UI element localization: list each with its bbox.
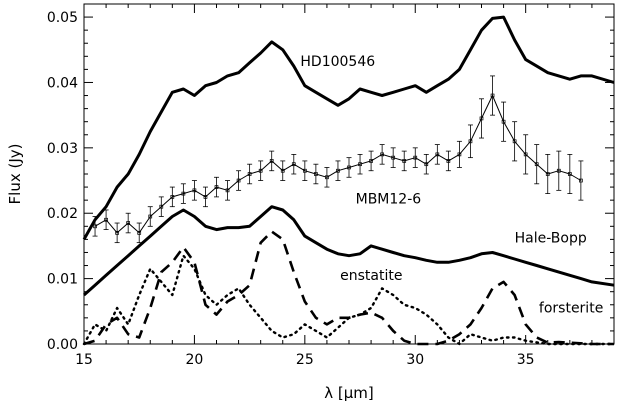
data-point [534,162,539,167]
data-point [424,162,429,167]
series-label: forsterite [539,301,603,317]
series-line-enstatite [82,254,616,346]
y-tick-label: 0.03 [47,141,78,157]
labels-layer: HD100546 MBM12-6 Hale-Bopp enstatite forster… [300,54,603,317]
y-tick-label: 0.04 [47,75,78,91]
data-point [523,152,528,157]
series-line-hale-bopp [83,205,615,297]
data-point [579,178,583,183]
data-point [247,172,252,176]
y-tick-label: 0.01 [47,272,78,288]
data-point [413,155,418,160]
y-tick-label: 0.02 [47,206,78,222]
data-point [457,152,462,157]
data-point [369,159,373,163]
data-point [148,214,153,219]
x-tick-label: 15 [75,352,93,368]
series-layer [82,15,616,346]
data-point [192,188,197,193]
data-point [159,204,164,209]
x-tick-label: 20 [186,352,204,368]
series-label: Hale-Bopp [515,231,587,247]
data-point [380,152,384,157]
data-point [358,162,362,167]
data-point [567,172,572,176]
series-label: MBM12-6 [356,191,422,207]
x-tick-label: 25 [296,352,314,368]
data-point [214,185,219,189]
data-point [347,165,351,170]
data-point [402,159,407,163]
data-point [137,230,142,235]
data-point [468,139,473,144]
data-point [325,175,329,180]
series-label: enstatite [340,268,402,284]
data-point [236,178,241,183]
data-point [490,93,495,98]
axes-layer: 15 20 25 30 35 0.00 0.01 0.02 0.03 0.04 0.05 λ [μm]… [6,3,615,402]
y-tick-label: 0.05 [47,10,78,26]
data-point [126,221,131,225]
data-point [302,168,307,173]
x-axis-title: λ [μm] [324,384,374,402]
data-point [93,224,97,229]
data-point [258,168,263,173]
data-point [115,230,119,235]
x-tick-label: 30 [406,352,424,368]
data-point [501,119,506,124]
series-line-hd100546 [82,15,615,241]
data-point [225,188,230,193]
data-point [104,217,108,222]
data-point [479,116,484,121]
x-tick-label: 35 [517,352,535,368]
series-line-forsterite [83,230,614,346]
data-point [336,168,340,173]
data-point [512,139,517,144]
series-label: HD100546 [300,54,375,70]
data-point [203,195,208,199]
y-axis-title: Flux (Jy) [6,144,24,205]
data-point [446,159,451,163]
data-point [435,152,440,157]
data-point [269,159,274,163]
data-point [170,195,175,199]
data-point [280,168,285,173]
data-point [314,172,318,176]
y-tick-label: 0.00 [47,337,78,353]
data-point [181,191,186,196]
data-point [391,155,396,160]
data-point [291,162,296,167]
data-point [545,172,550,176]
data-point [556,168,561,173]
